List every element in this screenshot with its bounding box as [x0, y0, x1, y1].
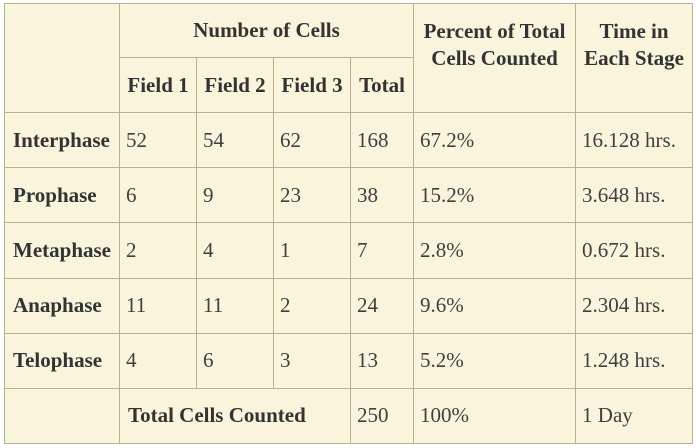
- table-row: Prophase 6 9 23 38 15.2% 3.648 hrs.: [4, 167, 694, 224]
- time-header: Time in Each Stage: [575, 2, 694, 114]
- field3-header: Field 3: [273, 57, 351, 114]
- total-value: 38: [349, 167, 415, 224]
- field3-value: 2: [273, 277, 351, 334]
- field2-header: Field 2: [196, 57, 274, 114]
- corner-cell: [4, 2, 120, 114]
- percent-value: 5.2%: [413, 332, 577, 389]
- total-value: 13: [349, 332, 415, 389]
- stage-label: Anaphase: [4, 277, 120, 334]
- field2-value: 9: [196, 167, 274, 224]
- stage-label: Telophase: [4, 332, 120, 389]
- time-value: 3.648 hrs.: [575, 167, 694, 224]
- field2-value: 54: [196, 112, 274, 169]
- stage-label: Metaphase: [4, 222, 120, 279]
- time-value: 16.128 hrs.: [575, 112, 694, 169]
- total-value: 24: [349, 277, 415, 334]
- percent-value: 67.2%: [413, 112, 577, 169]
- stage-label: Interphase: [4, 112, 120, 169]
- table-row: Metaphase 2 4 1 7 2.8% 0.672 hrs.: [4, 222, 694, 279]
- field2-value: 6: [196, 332, 274, 389]
- total-value: 168: [349, 112, 415, 169]
- field2-value: 4: [196, 222, 274, 279]
- cell-count-table-container: Number of Cells Percent of Total Cells C…: [4, 2, 694, 445]
- field1-value: 4: [119, 332, 197, 389]
- table-row: Anaphase 11 11 2 24 9.6% 2.304 hrs.: [4, 277, 694, 334]
- totals-blank-cell: [4, 387, 120, 445]
- total-value: 7: [349, 222, 415, 279]
- table-row: Interphase 52 54 62 168 67.2% 16.128 hrs…: [4, 112, 694, 169]
- percent-value: 15.2%: [413, 167, 577, 224]
- field1-value: 2: [119, 222, 197, 279]
- field3-value: 23: [273, 167, 351, 224]
- table-row: Telophase 4 6 3 13 5.2% 1.248 hrs.: [4, 332, 694, 389]
- field3-value: 62: [273, 112, 351, 169]
- number-of-cells-header: Number of Cells: [118, 2, 415, 59]
- field1-value: 11: [119, 277, 197, 334]
- field2-value: 11: [196, 277, 274, 334]
- grand-percent-value: 100%: [413, 387, 577, 445]
- totals-row: Total Cells Counted 250 100% 1 Day: [4, 387, 694, 445]
- field1-header: Field 1: [119, 57, 197, 114]
- total-header: Total: [349, 57, 415, 114]
- grand-time-value: 1 Day: [575, 387, 694, 445]
- cell-count-table: Number of Cells Percent of Total Cells C…: [4, 2, 694, 445]
- grand-total-value: 250: [349, 387, 415, 445]
- percent-value: 9.6%: [413, 277, 577, 334]
- field3-value: 3: [273, 332, 351, 389]
- total-cells-counted-label: Total Cells Counted: [119, 387, 351, 445]
- percent-value: 2.8%: [413, 222, 577, 279]
- stage-label: Prophase: [4, 167, 120, 224]
- time-value: 0.672 hrs.: [575, 222, 694, 279]
- field1-value: 6: [119, 167, 197, 224]
- time-value: 1.248 hrs.: [575, 332, 694, 389]
- field1-value: 52: [119, 112, 197, 169]
- header-row-1: Number of Cells Percent of Total Cells C…: [4, 2, 694, 114]
- percent-header: Percent of Total Cells Counted: [413, 2, 577, 114]
- field3-value: 1: [273, 222, 351, 279]
- time-value: 2.304 hrs.: [575, 277, 694, 334]
